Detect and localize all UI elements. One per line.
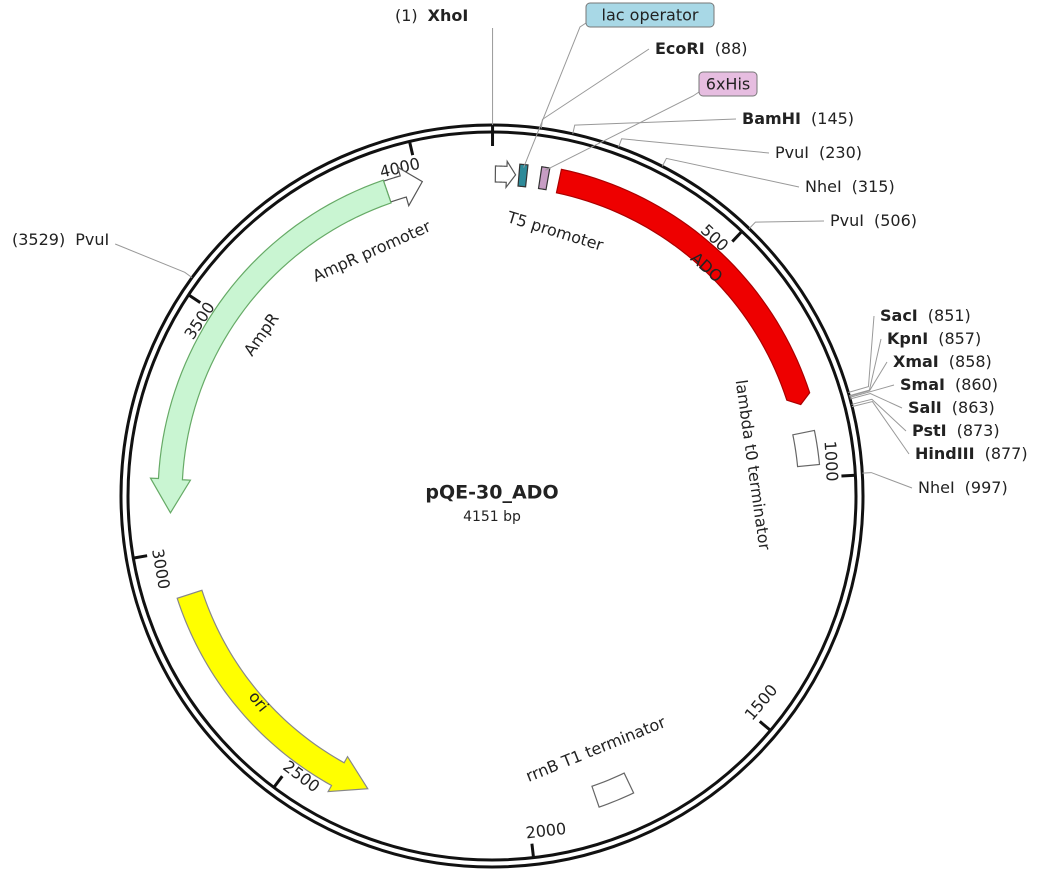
tick-mark (758, 720, 772, 732)
site-position: (877) (985, 444, 1028, 463)
site-name: XmaI (893, 352, 939, 371)
site-label: SmaI (860) (900, 375, 998, 394)
site-name: SalI (908, 398, 942, 417)
site-name: EcoRI (655, 39, 705, 58)
ado-arrow (555, 168, 811, 406)
leader-line (572, 118, 737, 135)
leader-line (849, 384, 895, 398)
tick-mark (408, 141, 415, 156)
site-position: (506) (874, 211, 917, 230)
site-position: (857) (938, 329, 981, 348)
ampr-promoter-arrow (382, 165, 424, 208)
ori-arrow (176, 589, 369, 793)
leader-line (545, 91, 700, 171)
site-label: EcoRI (88) (655, 39, 748, 58)
site-name: XhoI (428, 6, 469, 25)
rrnb-terminator-box (591, 772, 635, 808)
site-label: XmaI (858) (893, 352, 992, 371)
tick-mark (187, 293, 202, 304)
leader-line (851, 400, 910, 455)
site-name: KpnI (887, 329, 928, 348)
leader-line (849, 361, 888, 397)
site-label: HindIII (877) (915, 444, 1028, 463)
leader-line (540, 48, 650, 129)
site-position: (230) (819, 143, 862, 162)
t5-promoter-arrow (494, 159, 517, 190)
site-label: BamHI (145) (742, 109, 854, 128)
site-name: SmaI (900, 375, 945, 394)
site-name: PvuI (75, 230, 109, 249)
site-position: (858) (949, 352, 992, 371)
site-position: (997) (965, 478, 1008, 497)
his-tag-box (537, 166, 551, 191)
site-position: (1) (395, 6, 418, 25)
site-position: (88) (715, 39, 748, 58)
ampr-arrow (149, 179, 392, 515)
tick-mark (731, 230, 744, 243)
leader-line (114, 243, 193, 279)
site-name: PstI (912, 421, 947, 440)
site-name: PvuI (830, 211, 864, 230)
site-position: (863) (952, 398, 995, 417)
leader-line (851, 398, 907, 432)
site-name: SacI (880, 306, 918, 325)
site-label: KpnI (857) (887, 329, 981, 348)
site-label: NheI (997) (918, 478, 1008, 497)
site-label: PstI (873) (912, 421, 1000, 440)
leader-line (661, 157, 800, 188)
site-label: SacI (851) (880, 306, 971, 325)
site-label: (3529) PvuI (12, 230, 109, 249)
lac-operator-box (517, 163, 529, 188)
leader-line (618, 138, 770, 154)
tag-label: lac operator (602, 6, 699, 25)
plasmid-length: 4151 bp (463, 509, 521, 525)
site-label: SalI (863) (908, 398, 995, 417)
site-label: NheI (315) (805, 177, 895, 196)
site-name: PvuI (775, 143, 809, 162)
site-position: (145) (811, 109, 854, 128)
site-position: (315) (852, 177, 895, 196)
leader-line (849, 392, 903, 409)
tick-label: 1000 (821, 440, 842, 482)
tick-mark (272, 775, 284, 789)
site-name: NheI (918, 478, 955, 497)
site-label: PvuI (230) (775, 143, 862, 162)
leader-line (848, 315, 875, 393)
site-position: (860) (955, 375, 998, 394)
tag-label: 6xHis (706, 75, 750, 94)
tick-mark (841, 473, 856, 478)
leader-line (862, 472, 913, 489)
tick-mark (133, 554, 148, 560)
tick-label: 2000 (525, 819, 568, 843)
tag-box (585, 2, 715, 28)
site-label: (1) XhoI (395, 6, 468, 25)
site-name: HindIII (915, 444, 975, 463)
site-label: PvuI (506) (830, 211, 917, 230)
tag-box (698, 71, 758, 97)
site-name: BamHI (742, 109, 801, 128)
site-position: (3529) (12, 230, 65, 249)
leader-line (748, 220, 825, 229)
site-name: NheI (805, 177, 842, 196)
lambda-terminator-box (792, 429, 821, 468)
site-position: (851) (928, 306, 971, 325)
tick-mark (530, 843, 535, 858)
site-position: (873) (957, 421, 1000, 440)
plasmid-name: pQE-30_ADO (425, 482, 558, 504)
